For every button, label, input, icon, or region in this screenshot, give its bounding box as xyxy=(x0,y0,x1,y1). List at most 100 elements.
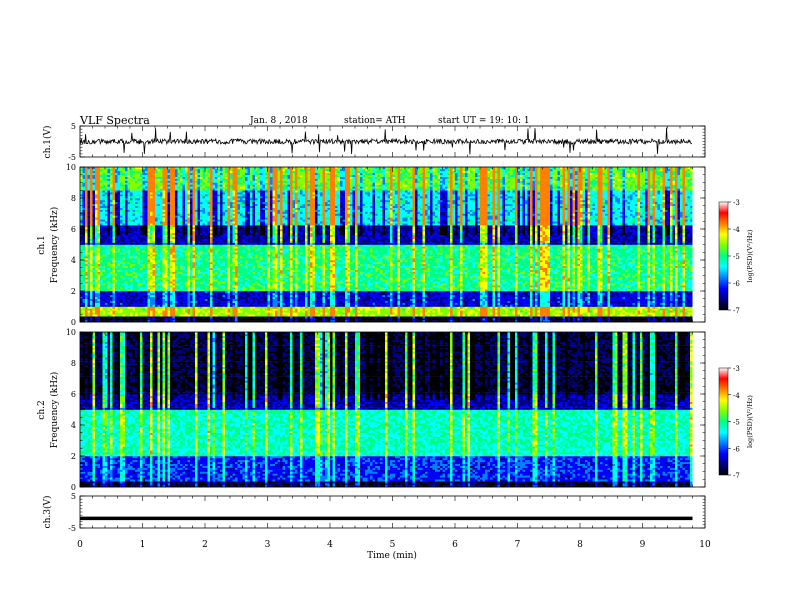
ch1-spectrogram-cell xyxy=(133,214,136,216)
ch1-spectrogram-cell xyxy=(108,210,111,212)
ch1-spectrogram-cell xyxy=(138,221,141,223)
ch1-spectrogram-cell xyxy=(148,245,151,247)
ch1-spectrogram-cell xyxy=(93,270,96,272)
ch1-spectrogram-cell xyxy=(150,169,153,171)
ch1-spectrogram-cell xyxy=(93,219,96,221)
ch1-spectrogram-cell xyxy=(138,192,141,194)
ch1-spectrogram-cell xyxy=(85,212,88,214)
ch1-spectrogram-cell xyxy=(153,291,156,293)
ch1-spectrogram-cell xyxy=(108,318,111,320)
ch1-spectrogram-cell xyxy=(148,223,151,225)
ch1-spectrogram-cell xyxy=(118,188,121,190)
ch1-spectrogram-cell xyxy=(80,186,83,188)
ch1-spectrogram-cell xyxy=(93,318,96,320)
ch1-spectrogram-cell xyxy=(80,285,83,287)
ch1-spectrogram-cell xyxy=(90,214,93,216)
ch1-spectrogram-cell xyxy=(98,179,101,181)
ch1-spectrogram-cell xyxy=(110,266,113,268)
ch1-spectrogram-cell xyxy=(85,184,88,186)
ch1-spectrogram-cell xyxy=(150,204,153,206)
ch1-spectrogram-cell xyxy=(130,279,133,281)
ch1-spectrogram-cell xyxy=(90,254,93,256)
ch1-spectrogram-cell xyxy=(88,204,91,206)
ch1-spectrogram-cell xyxy=(143,279,146,281)
ch1-spectrogram-cell xyxy=(130,277,133,279)
ch1-spectrogram-cell xyxy=(138,169,141,171)
ch1-spectrogram-cell xyxy=(118,225,121,227)
ch1-spectrogram-cell xyxy=(80,229,83,231)
ch1-spectrogram-cell xyxy=(128,310,131,312)
ch1-spectrogram-cell xyxy=(80,215,83,217)
ch1-spectrogram-cell xyxy=(140,198,143,200)
ch1-spectrogram-cell xyxy=(100,237,103,239)
ch1-spectrogram-cell xyxy=(113,233,116,235)
ch1-spectrogram-cell xyxy=(120,227,123,229)
ch1-spectrogram-cell xyxy=(148,237,151,239)
ch1-spectrogram-cell xyxy=(105,196,108,198)
ch1-spectrogram-cell xyxy=(83,281,86,283)
ch1-spectrogram-cell xyxy=(105,318,108,320)
ch1-spectrogram-cell xyxy=(138,316,141,318)
ch1-spectrogram-cell xyxy=(90,190,93,192)
ch1-spectrogram-cell xyxy=(98,229,101,231)
ch1-spectrogram-cell xyxy=(148,225,151,227)
ch1-spectrogram-cell xyxy=(128,289,131,291)
ch1-spectrogram-cell xyxy=(110,262,113,264)
ch1-spectrogram-cell xyxy=(140,297,143,299)
ch1-spectrogram-cell xyxy=(83,177,86,179)
ch1-spectrogram-cell xyxy=(90,212,93,214)
ch1-spectrogram-cell xyxy=(100,184,103,186)
ch1-spectrogram-cell xyxy=(118,204,121,206)
ch1-spectrogram-cell xyxy=(128,175,131,177)
ch1-spectrogram-cell xyxy=(140,262,143,264)
ch1-spectrogram-cell xyxy=(93,175,96,177)
ch1-spectrogram-cell xyxy=(105,281,108,283)
ch1-spectrogram-cell xyxy=(130,268,133,270)
ch1-spectrogram-cell xyxy=(80,179,83,181)
ch1-spectrogram-cell xyxy=(123,248,126,250)
ch1-spectrogram-cell xyxy=(153,208,156,210)
ch1-spectrogram-cell xyxy=(140,217,143,219)
ch1-spectrogram-cell xyxy=(110,196,113,198)
ch1-spectrogram-cell xyxy=(125,212,128,214)
ch1-spectrogram-cell xyxy=(150,188,153,190)
ch1-spectrogram-cell xyxy=(90,177,93,179)
ch1-spectrogram-cell xyxy=(123,239,126,241)
ch1-spectrogram-cell xyxy=(85,194,88,196)
ch1-spectrogram-cell xyxy=(93,202,96,204)
ch1-waveform-ytick-label: 5 xyxy=(71,122,76,131)
ch1-spectrogram-cell xyxy=(83,221,86,223)
ch1-spectrogram-cell xyxy=(113,214,116,216)
ch1-spectrogram-cell xyxy=(105,254,108,256)
ch1-spectrogram-cell xyxy=(93,276,96,278)
ch1-spectrogram-cell xyxy=(118,274,121,276)
ch1-spectrogram-cell xyxy=(123,314,126,316)
ch1-spectrogram-cell xyxy=(105,169,108,171)
ch1-spectrogram-cell xyxy=(138,256,141,258)
ch1-spectrogram-cell xyxy=(133,196,136,198)
ch1-spectrogram-cell xyxy=(103,215,106,217)
ch1-spectrogram-cell xyxy=(138,310,141,312)
ch1-spectrogram-cell xyxy=(93,246,96,248)
ch1-spectrogram-cell xyxy=(153,181,156,183)
ch1-spectrogram-cell xyxy=(85,283,88,285)
ch1-spectrogram-cell xyxy=(85,270,88,272)
ch1-spectrogram-cell xyxy=(113,221,116,223)
ch1-spectrogram-cell xyxy=(135,186,138,188)
ch1-spectrogram-cell xyxy=(123,183,126,185)
ch1-spectrogram-cell xyxy=(88,295,91,297)
ch1-spectrogram-cell xyxy=(140,264,143,266)
ch1-spectrogram-cell xyxy=(138,250,141,252)
ch1-spectrogram-cell xyxy=(130,293,133,295)
ch1-spectrogram-cell xyxy=(105,239,108,241)
ch1-spectrogram-cell xyxy=(98,276,101,278)
ch1-spectrogram-cell xyxy=(133,192,136,194)
ch1-spectrogram-cell xyxy=(143,272,146,274)
ch1-spectrogram-cell xyxy=(88,186,91,188)
ch1-spectrogram-cell xyxy=(108,283,111,285)
ch1-spectrogram-cell xyxy=(125,239,128,241)
ch1-spectrogram-cell xyxy=(143,227,146,229)
ch1-spectrogram-cell xyxy=(148,233,151,235)
ch1-spectrogram-cell xyxy=(143,281,146,283)
ch1-spectrogram-cell xyxy=(148,186,151,188)
